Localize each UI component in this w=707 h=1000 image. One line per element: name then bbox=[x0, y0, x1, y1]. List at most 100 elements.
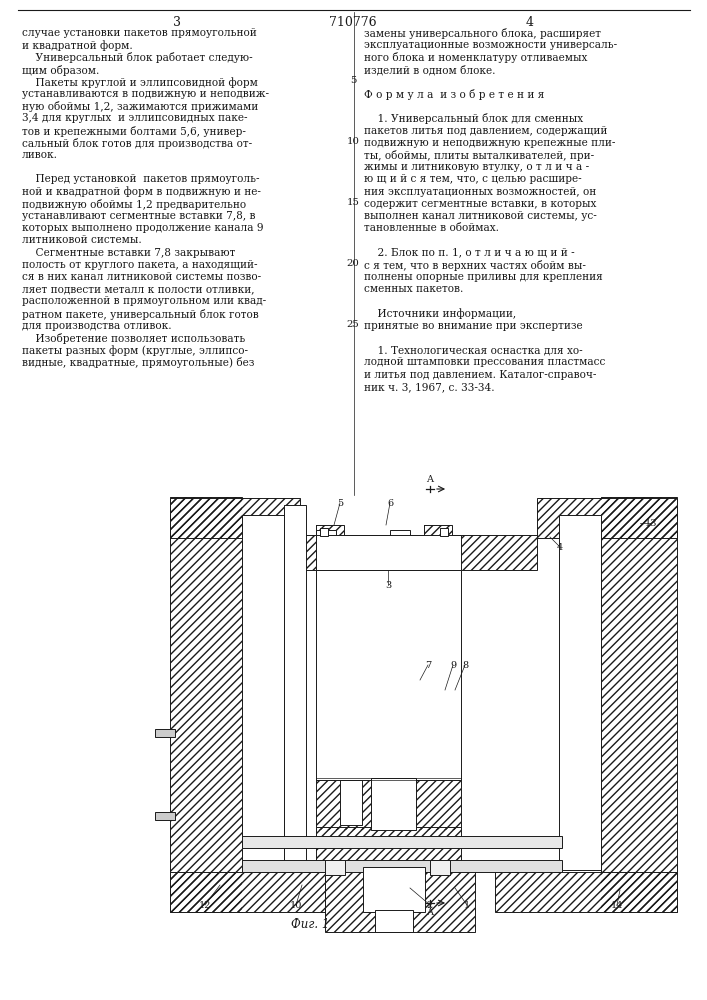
Text: ся в них канал литниковой системы позво-: ся в них канал литниковой системы позво- bbox=[22, 272, 261, 282]
Text: которых выполнено продолжение канала 9: которых выполнено продолжение канала 9 bbox=[22, 223, 264, 233]
Text: подвижную обоймы 1,2 предварительно: подвижную обоймы 1,2 предварительно bbox=[22, 199, 246, 210]
Text: полнены опорные приливы для крепления: полнены опорные приливы для крепления bbox=[364, 272, 603, 282]
Text: щим образом.: щим образом. bbox=[22, 65, 100, 76]
Bar bbox=[170, 497, 242, 912]
Text: пакеты разных форм (круглые, эллипсо-: пакеты разных форм (круглые, эллипсо- bbox=[22, 345, 248, 356]
Text: 3: 3 bbox=[173, 16, 181, 29]
Text: 8: 8 bbox=[462, 660, 468, 670]
Text: пакетов литья под давлением, содержащий: пакетов литья под давлением, содержащий bbox=[364, 126, 607, 136]
Bar bbox=[242, 860, 562, 872]
Text: 25: 25 bbox=[346, 320, 359, 329]
Bar bbox=[440, 528, 448, 536]
Text: тановленные в обоймах.: тановленные в обоймах. bbox=[364, 223, 499, 233]
Text: ляет подвести металл к полости отливки,: ляет подвести металл к полости отливки, bbox=[22, 284, 255, 294]
Text: 20: 20 bbox=[346, 259, 359, 268]
Bar bbox=[316, 525, 344, 540]
Bar bbox=[300, 535, 537, 570]
Bar bbox=[316, 525, 344, 540]
Text: 13: 13 bbox=[645, 518, 658, 528]
Text: полость от круглого пакета, а находящий-: полость от круглого пакета, а находящий- bbox=[22, 260, 257, 270]
Text: ник ч. 3, 1967, с. 33-34.: ник ч. 3, 1967, с. 33-34. bbox=[364, 382, 495, 392]
Bar bbox=[430, 860, 450, 875]
Text: 15: 15 bbox=[346, 198, 359, 207]
Text: 3: 3 bbox=[385, 580, 391, 589]
Bar bbox=[300, 535, 537, 570]
Bar bbox=[601, 497, 677, 912]
Text: эксплуатационные возможности универсаль-: эксплуатационные возможности универсаль- bbox=[364, 40, 617, 50]
Bar bbox=[316, 778, 371, 830]
Text: замены универсального блока, расширяет: замены универсального блока, расширяет bbox=[364, 28, 601, 39]
Text: Ф о р м у л а  и з о б р е т е н и я: Ф о р м у л а и з о б р е т е н и я bbox=[364, 89, 544, 100]
Text: 12: 12 bbox=[199, 900, 211, 910]
Text: устанавливают сегментные вставки 7,8, в: устанавливают сегментные вставки 7,8, в bbox=[22, 211, 255, 221]
Bar bbox=[170, 497, 242, 912]
Text: видные, квадратные, прямоугольные) без: видные, квадратные, прямоугольные) без bbox=[22, 357, 255, 368]
Text: случае установки пакетов прямоугольной: случае установки пакетов прямоугольной bbox=[22, 28, 257, 38]
Bar bbox=[375, 910, 413, 932]
Text: принятые во внимание при экспертизе: принятые во внимание при экспертизе bbox=[364, 321, 583, 331]
Text: для производства отливок.: для производства отливок. bbox=[22, 321, 172, 331]
Bar bbox=[170, 872, 325, 912]
Bar bbox=[170, 872, 325, 912]
Bar bbox=[495, 872, 677, 912]
Text: устанавливаются в подвижную и неподвиж-: устанавливаются в подвижную и неподвиж- bbox=[22, 89, 269, 99]
Text: и литья под давлением. Каталог-справоч-: и литья под давлением. Каталог-справоч- bbox=[364, 370, 597, 380]
Bar bbox=[416, 778, 461, 830]
Bar bbox=[424, 525, 452, 540]
Text: 5: 5 bbox=[337, 498, 343, 508]
Text: с я тем, что в верхних частях обойм вы-: с я тем, что в верхних частях обойм вы- bbox=[364, 260, 586, 271]
Text: 7: 7 bbox=[425, 660, 431, 670]
Bar bbox=[170, 498, 300, 538]
Bar bbox=[316, 778, 371, 830]
Text: 1. Универсальный блок для сменных: 1. Универсальный блок для сменных bbox=[364, 113, 583, 124]
Bar bbox=[325, 870, 475, 932]
Bar bbox=[559, 515, 601, 870]
Bar bbox=[170, 498, 300, 538]
Text: A: A bbox=[426, 908, 433, 917]
Text: сменных пакетов.: сменных пакетов. bbox=[364, 284, 463, 294]
Bar bbox=[424, 525, 452, 540]
Bar bbox=[390, 530, 410, 610]
Text: 5: 5 bbox=[350, 76, 356, 85]
Bar bbox=[316, 530, 336, 610]
Bar bbox=[325, 870, 475, 932]
Text: выполнен канал литниковой системы, ус-: выполнен канал литниковой системы, ус- bbox=[364, 211, 597, 221]
Text: жимы и литниковую втулку, о т л и ч а -: жимы и литниковую втулку, о т л и ч а - bbox=[364, 162, 589, 172]
Text: Источники информации,: Источники информации, bbox=[364, 309, 516, 319]
Bar bbox=[601, 497, 677, 912]
Text: тов и крепежными болтами 5,6, универ-: тов и крепежными болтами 5,6, универ- bbox=[22, 126, 246, 137]
Text: и квадратной форм.: и квадратной форм. bbox=[22, 40, 133, 51]
Bar bbox=[325, 860, 345, 875]
Bar bbox=[242, 836, 562, 848]
Text: ю щ и й с я тем, что, с целью расшире-: ю щ и й с я тем, что, с целью расшире- bbox=[364, 174, 582, 184]
Text: ной и квадратной форм в подвижную и не-: ной и квадратной форм в подвижную и не- bbox=[22, 187, 261, 197]
Text: 10: 10 bbox=[346, 137, 359, 146]
Text: литниковой системы.: литниковой системы. bbox=[22, 235, 141, 245]
Bar bbox=[537, 498, 677, 538]
Text: лодной штамповки прессования пластмасс: лодной штамповки прессования пластмасс bbox=[364, 357, 605, 367]
Text: подвижную и неподвижную крепежные пли-: подвижную и неподвижную крепежные пли- bbox=[364, 138, 615, 148]
Text: 4: 4 bbox=[526, 16, 534, 29]
Text: Перед установкой  пакетов прямоуголь-: Перед установкой пакетов прямоуголь- bbox=[22, 174, 259, 184]
Text: ния эксплуатационных возможностей, он: ния эксплуатационных возможностей, он bbox=[364, 187, 596, 197]
Text: 3,4 для круглых  и эллипсовидных паке-: 3,4 для круглых и эллипсовидных паке- bbox=[22, 113, 247, 123]
Text: Изобретение позволяет использовать: Изобретение позволяет использовать bbox=[22, 333, 245, 344]
Text: ты, обоймы, плиты выталкивателей, при-: ты, обоймы, плиты выталкивателей, при- bbox=[364, 150, 594, 161]
Text: содержит сегментные вставки, в которых: содержит сегментные вставки, в которых bbox=[364, 199, 597, 209]
Bar bbox=[284, 505, 306, 870]
Text: 1: 1 bbox=[464, 900, 470, 910]
Bar bbox=[320, 528, 328, 536]
Text: ного блока и номенклатуру отливаемых: ного блока и номенклатуру отливаемых bbox=[364, 52, 588, 63]
Text: 2. Блок по п. 1, о т л и ч а ю щ и й -: 2. Блок по п. 1, о т л и ч а ю щ и й - bbox=[364, 248, 575, 258]
Bar bbox=[537, 498, 677, 538]
Text: 710776: 710776 bbox=[329, 16, 377, 29]
Text: 14: 14 bbox=[611, 900, 624, 910]
Bar bbox=[316, 827, 461, 865]
Bar bbox=[363, 867, 425, 912]
Bar bbox=[316, 827, 461, 865]
Text: ратном пакете, универсальный блок готов: ратном пакете, универсальный блок готов bbox=[22, 309, 259, 320]
Bar bbox=[416, 778, 461, 830]
Text: изделий в одном блоке.: изделий в одном блоке. bbox=[364, 65, 496, 75]
Text: Фиг. 1: Фиг. 1 bbox=[291, 918, 329, 932]
Text: 2: 2 bbox=[427, 900, 433, 910]
